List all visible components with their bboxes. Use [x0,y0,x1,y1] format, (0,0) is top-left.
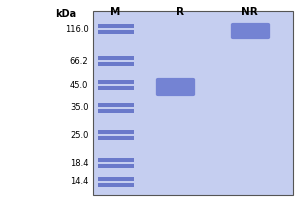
Text: kDa: kDa [56,9,76,19]
FancyBboxPatch shape [98,183,134,187]
Text: 25.0: 25.0 [70,130,88,140]
Text: R: R [176,7,184,17]
FancyBboxPatch shape [98,80,134,84]
FancyBboxPatch shape [231,23,270,39]
Text: 66.2: 66.2 [70,56,88,66]
FancyBboxPatch shape [98,24,134,28]
FancyBboxPatch shape [98,56,134,60]
FancyBboxPatch shape [98,62,134,66]
FancyBboxPatch shape [98,177,134,181]
FancyBboxPatch shape [98,158,134,162]
FancyBboxPatch shape [98,164,134,168]
FancyBboxPatch shape [156,78,195,96]
Text: 35.0: 35.0 [70,104,88,112]
Text: NR: NR [241,7,257,17]
FancyBboxPatch shape [98,86,134,90]
FancyBboxPatch shape [98,109,134,113]
FancyBboxPatch shape [98,130,134,134]
Text: 116.0: 116.0 [65,24,88,33]
FancyBboxPatch shape [98,30,134,34]
FancyBboxPatch shape [98,136,134,140]
Text: 14.4: 14.4 [70,178,88,186]
Text: 18.4: 18.4 [70,158,88,168]
Text: M: M [110,7,121,17]
FancyBboxPatch shape [93,11,292,195]
FancyBboxPatch shape [98,103,134,107]
Text: 45.0: 45.0 [70,81,88,90]
